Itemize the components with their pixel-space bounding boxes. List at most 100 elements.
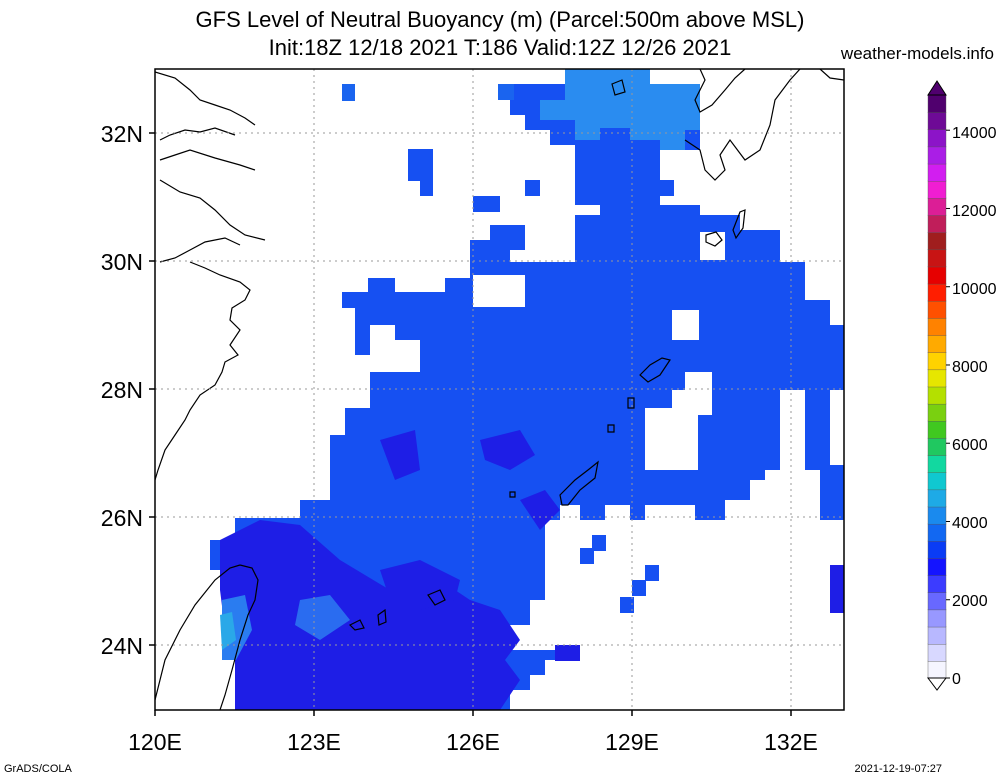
colorbar-max-arrow: [927, 80, 947, 96]
lat-tick-label: 26N: [101, 505, 143, 531]
site-label: weather-models.info: [840, 44, 994, 63]
region-deep-blue: [380, 430, 420, 480]
region-light-blue: [220, 612, 236, 650]
cell: [580, 548, 594, 564]
buoyancy-field: [210, 69, 844, 710]
island-yakushima: [705, 209, 746, 247]
hole: [645, 372, 712, 470]
colorbar-segment: [927, 266, 947, 285]
colorbar-segment: [927, 334, 947, 353]
lat-tick-label: 32N: [101, 121, 143, 147]
colorbar-segment: [927, 643, 947, 662]
colorbar-labels: 0 2000 4000 6000 8000 10000 12000 14000: [952, 125, 997, 688]
axis-ticks: [149, 132, 792, 716]
colorbar-segment: [927, 197, 947, 216]
colorbar-segment: [927, 609, 947, 628]
region-light-blue: [295, 595, 350, 640]
colorbar-label: 4000: [952, 515, 988, 532]
colorbar-segment: [927, 369, 947, 388]
colorbar-segment: [927, 574, 947, 593]
colorbar-label: 2000: [952, 593, 988, 610]
grid-lines: [155, 69, 844, 710]
colorbar-segment: [927, 283, 947, 302]
colorbar-segment: [927, 163, 947, 182]
coast-china: [155, 71, 266, 481]
colorbar-segment: [927, 660, 947, 679]
cell: [408, 149, 433, 181]
colorbar-segment: [927, 523, 947, 542]
colorbar-segment: [927, 506, 947, 525]
cell: [830, 565, 844, 613]
region-main-blue: [210, 84, 844, 710]
colorbar-segment: [927, 420, 947, 439]
cell: [525, 180, 540, 196]
lon-tick-label: 126E: [446, 729, 500, 755]
colorbar-segment: [927, 592, 947, 611]
cell: [632, 196, 646, 212]
colorbar-segment: [927, 231, 947, 251]
colorbar-label: 6000: [952, 437, 988, 454]
colorbar-segment: [927, 300, 947, 319]
footer-left: GrADS/COLA: [4, 763, 72, 775]
region-deep-blue: [220, 520, 520, 710]
colorbar-label: 10000: [952, 281, 997, 298]
lon-labels: 120E 123E 126E 129E 132E: [128, 729, 818, 755]
colorbar-label: 14000: [952, 125, 997, 142]
lat-tick-label: 24N: [101, 633, 143, 659]
cell: [342, 84, 355, 101]
colorbar-segment: [927, 94, 947, 113]
colorbar-segment: [927, 317, 947, 336]
lon-tick-label: 132E: [764, 729, 818, 755]
colorbar-segment: [927, 214, 947, 233]
colorbar-min-arrow: [927, 677, 947, 691]
coast-taiwan: [155, 564, 259, 710]
cell: [555, 645, 580, 661]
cell: [645, 565, 659, 581]
colorbar-segment: [927, 129, 947, 148]
chart-title: GFS Level of Neutral Buoyancy (m) (Parce…: [195, 7, 805, 32]
hole: [672, 310, 699, 340]
island-amami: [639, 357, 671, 383]
colorbar-segment: [927, 437, 947, 456]
footer-right: 2021-12-19-07:27: [854, 763, 942, 775]
colorbar-segment: [927, 557, 947, 576]
colorbar-segment: [927, 403, 947, 422]
cell: [660, 180, 674, 196]
island-tsushima: [611, 79, 626, 96]
colorbar-segment: [927, 146, 947, 165]
lat-labels: 24N 26N 28N 30N 32N: [101, 121, 143, 659]
lon-tick-label: 123E: [287, 729, 341, 755]
cell: [420, 180, 433, 196]
lon-tick-label: 129E: [605, 729, 659, 755]
colorbar-segment: [927, 386, 947, 405]
region-light-blue: [540, 69, 700, 150]
island-miyako: [348, 608, 387, 631]
coastlines: [155, 69, 844, 710]
colorbar-segment: [927, 454, 947, 473]
island-okinawa: [559, 460, 599, 506]
lat-tick-label: 28N: [101, 377, 143, 403]
cell: [498, 84, 514, 100]
chart-subtitle: Init:18Z 12/18 2021 T:186 Valid:12Z 12/2…: [268, 35, 732, 60]
hole: [700, 232, 725, 260]
region-deep-blue: [480, 430, 535, 470]
lon-tick-label: 120E: [128, 729, 182, 755]
colorbar-segment: [927, 180, 947, 199]
cell: [632, 580, 646, 596]
colorbar-label: 0: [952, 671, 961, 688]
colorbar-segment: [927, 626, 947, 645]
cell: [620, 597, 634, 613]
colorbar: [927, 80, 950, 691]
island-small: [509, 397, 635, 498]
region-deep-blue: [380, 560, 460, 610]
cell: [473, 196, 500, 212]
lat-tick-label: 30N: [101, 249, 143, 275]
colorbar-segment: [927, 249, 947, 268]
hole: [473, 275, 525, 307]
colorbar-label: 12000: [952, 203, 997, 220]
coast-kyushu: [684, 69, 844, 181]
colorbar-segment: [927, 540, 947, 559]
island-ishigaki: [427, 589, 446, 606]
colorbar-segment: [927, 472, 947, 491]
